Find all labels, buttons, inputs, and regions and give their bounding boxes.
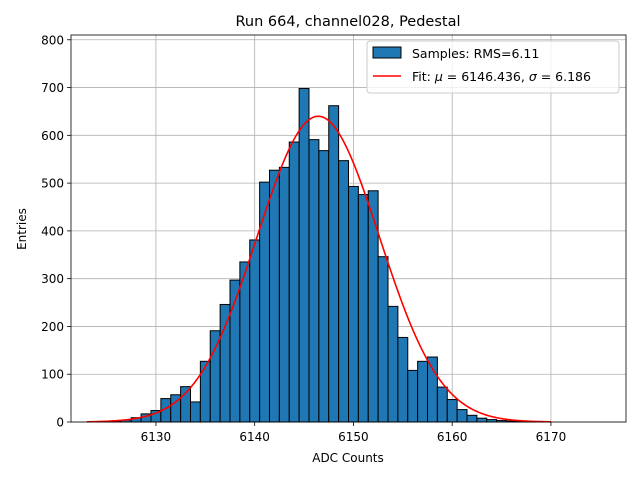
x-tick-label: 6140 bbox=[239, 430, 270, 444]
histogram-bar bbox=[210, 331, 220, 422]
legend-fit-label: Fit: μ = 6146.436, σ = 6.186 bbox=[412, 69, 591, 84]
y-tick-label: 600 bbox=[41, 129, 64, 143]
legend-histogram-label: Samples: RMS=6.11 bbox=[412, 46, 539, 61]
y-tick-label: 800 bbox=[41, 33, 64, 47]
histogram-bar bbox=[200, 361, 210, 422]
legend-histogram-swatch bbox=[373, 47, 401, 58]
x-tick-label: 6150 bbox=[338, 430, 369, 444]
histogram-bar bbox=[398, 337, 408, 422]
histogram-bar bbox=[260, 182, 270, 422]
histogram-bar bbox=[457, 410, 467, 422]
x-tick-label: 6170 bbox=[536, 430, 567, 444]
histogram-bar bbox=[250, 240, 260, 422]
x-axis-label: ADC Counts bbox=[312, 451, 384, 465]
histogram-bar bbox=[437, 387, 447, 422]
histogram-bar bbox=[309, 140, 319, 422]
x-tick-label: 6160 bbox=[437, 430, 468, 444]
histogram-bar bbox=[279, 167, 289, 422]
chart-title: Run 664, channel028, Pedestal bbox=[235, 14, 460, 30]
histogram-bar bbox=[289, 142, 299, 422]
histogram-bar bbox=[467, 415, 477, 422]
legend-fit-prefix: Fit: bbox=[412, 69, 435, 84]
histogram-bar bbox=[349, 186, 359, 422]
legend: Samples: RMS=6.11 Fit: μ = 6146.436, σ =… bbox=[367, 41, 619, 93]
y-axis-label: Entries bbox=[15, 208, 29, 250]
histogram-bar bbox=[418, 361, 428, 422]
legend-sigma-value: = 6.186 bbox=[537, 69, 591, 84]
y-tick-label: 300 bbox=[41, 272, 64, 286]
histogram-bar bbox=[447, 400, 457, 422]
y-tick-label: 100 bbox=[41, 368, 64, 382]
histogram-bar bbox=[319, 151, 329, 422]
y-tick-label: 400 bbox=[41, 224, 64, 238]
histogram-bar bbox=[329, 106, 339, 422]
histogram-bar bbox=[269, 170, 279, 422]
histogram-bar bbox=[299, 89, 309, 422]
histogram-bar bbox=[477, 418, 487, 422]
histogram-bar bbox=[368, 191, 378, 422]
x-tick-label: 6130 bbox=[141, 430, 172, 444]
legend-mu-symbol: μ bbox=[434, 69, 443, 84]
histogram-bar bbox=[190, 402, 200, 422]
histogram-bar bbox=[220, 304, 230, 422]
y-tick-label: 0 bbox=[56, 416, 64, 430]
y-tick-label: 500 bbox=[41, 177, 64, 191]
histogram-bar bbox=[339, 161, 349, 422]
y-tick-label: 200 bbox=[41, 320, 64, 334]
histogram-bar bbox=[388, 306, 398, 422]
histogram-bar bbox=[428, 357, 438, 422]
histogram-bar bbox=[378, 257, 388, 422]
histogram-bar bbox=[408, 370, 418, 422]
legend-mu-value: = 6146.436, bbox=[443, 69, 529, 84]
histogram-bar bbox=[240, 262, 250, 422]
y-tick-label: 700 bbox=[41, 81, 64, 95]
histogram-bar bbox=[358, 195, 368, 422]
